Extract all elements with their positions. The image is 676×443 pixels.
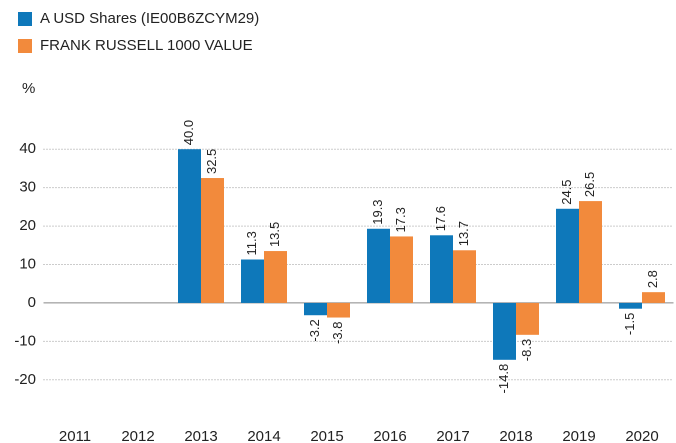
bar: [493, 302, 516, 360]
legend-swatch: [18, 39, 32, 53]
x-tick-label: 2013: [184, 428, 217, 443]
y-tick-label: 10: [19, 255, 36, 272]
value-label: 26.5: [582, 172, 597, 197]
legend-swatch: [18, 12, 32, 26]
legend-label: A USD Shares (IE00B6ZCYM29): [40, 10, 259, 27]
x-tick-label: 2017: [436, 428, 469, 443]
bar: [430, 235, 453, 303]
bar: [390, 236, 413, 303]
value-label: 32.5: [204, 149, 219, 174]
value-label: 2.8: [645, 270, 660, 288]
x-tick-label: 2016: [373, 428, 406, 443]
bar: [619, 302, 642, 309]
value-label: 19.3: [370, 199, 385, 224]
bar: [241, 259, 264, 303]
bar: [264, 251, 287, 303]
x-tick-label: 2011: [59, 428, 91, 443]
y-tick-label: 20: [19, 217, 36, 234]
x-tick-label: 2019: [562, 428, 595, 443]
value-label: -3.2: [307, 319, 322, 341]
bar: [453, 250, 476, 303]
y-tick-label: 0: [28, 294, 36, 311]
bar: [178, 149, 201, 303]
bar: [201, 178, 224, 303]
bar: [367, 228, 390, 303]
y-tick-label: -10: [14, 332, 36, 349]
value-label: -1.5: [622, 313, 637, 335]
value-label: 11.3: [244, 231, 259, 255]
y-tick-label: 30: [19, 179, 36, 196]
bar: [579, 201, 602, 303]
x-tick-label: 2020: [625, 428, 658, 443]
bar: [304, 302, 327, 316]
value-label: 17.6: [433, 206, 448, 231]
value-label: 13.5: [267, 222, 282, 247]
value-label: 17.3: [393, 207, 408, 232]
bar: [327, 302, 350, 318]
value-label: -14.8: [496, 364, 511, 394]
y-axis-label: %: [22, 80, 35, 97]
value-label: 40.0: [181, 120, 196, 145]
legend-label: FRANK RUSSELL 1000 VALUE: [40, 37, 253, 54]
x-tick-label: 2018: [499, 428, 532, 443]
value-label: -3.8: [330, 322, 345, 344]
bar: [642, 292, 665, 303]
y-tick-label: -20: [14, 371, 36, 388]
value-label: 24.5: [559, 179, 574, 204]
x-tick-label: 2012: [121, 428, 154, 443]
bar: [516, 302, 539, 335]
y-tick-label: 40: [19, 140, 36, 157]
x-tick-label: 2015: [310, 428, 343, 443]
bar: [556, 208, 579, 303]
value-label: 13.7: [456, 221, 471, 246]
value-label: -8.3: [519, 339, 534, 361]
x-tick-label: 2014: [247, 428, 280, 443]
